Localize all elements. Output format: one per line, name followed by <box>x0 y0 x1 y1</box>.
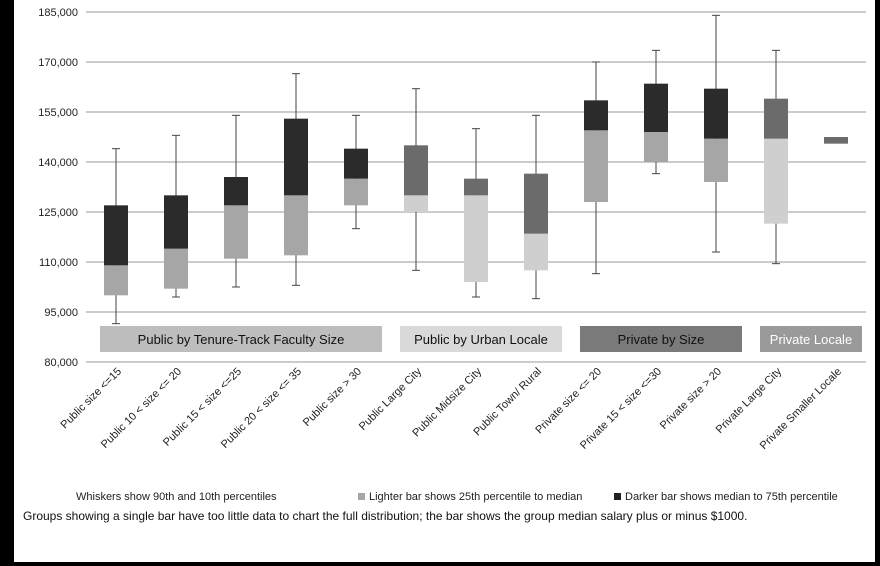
lower-box <box>404 195 428 212</box>
legend-item: Darker bar shows median to 75th percenti… <box>625 491 838 503</box>
x-category-label: Public size <=15 <box>59 366 125 432</box>
x-category-label: Public Large City <box>357 365 425 433</box>
y-tick-label: 170,000 <box>38 57 78 69</box>
y-tick-label: 110,000 <box>39 257 78 269</box>
y-tick-label: 140,000 <box>38 157 78 169</box>
x-category-label: Private size > 20 <box>658 366 724 432</box>
upper-box <box>584 100 608 131</box>
group-label: Public by Urban Locale <box>414 332 548 347</box>
legend-marker-dark <box>614 493 621 500</box>
box-0 <box>104 148 128 325</box>
box-plot-chart: 80,000 95,000 110,000 125,000 140,000 155,000… <box>23 7 866 523</box>
box-5 <box>404 88 428 271</box>
upper-box <box>524 173 548 234</box>
lower-box <box>344 178 368 206</box>
lower-box <box>104 265 128 296</box>
upper-box <box>704 88 728 139</box>
y-tick-label: 95,000 <box>44 307 78 319</box>
chart-panel: 80,000 95,000 110,000 125,000 140,000 155,000… <box>14 0 875 562</box>
lower-box <box>284 195 308 256</box>
box-12 <box>824 137 848 144</box>
box-3 <box>284 73 308 286</box>
legend-marker-light <box>358 493 365 500</box>
lower-box <box>764 138 788 224</box>
x-category-label: Public size > 30 <box>301 366 364 429</box>
y-axis-ticks: 80,000 95,000 110,000 125,000 140,000 155,000… <box>38 7 78 369</box>
box-4 <box>344 114 368 230</box>
box-series <box>104 14 848 325</box>
upper-box <box>404 145 428 196</box>
group-label-box <box>100 326 382 352</box>
upper-box <box>284 118 308 196</box>
box-7 <box>524 114 548 300</box>
y-tick-label: 185,000 <box>38 7 78 19</box>
box-10 <box>704 14 728 253</box>
lower-box <box>584 130 608 202</box>
footnote-text: Groups showing a single bar have too lit… <box>23 509 747 523</box>
lower-box <box>464 195 488 282</box>
legend: Whiskers show 90th and 10th percentiles L… <box>76 491 838 503</box>
upper-box <box>644 83 668 132</box>
lower-box <box>644 132 668 162</box>
lower-box <box>164 248 188 289</box>
box-11 <box>764 49 788 265</box>
x-category-label: Private size <= 20 <box>533 366 604 437</box>
x-category-label: Private Large City <box>714 365 785 436</box>
upper-box <box>164 195 188 249</box>
group-label: Private Locale <box>770 332 852 347</box>
y-tick-label: 125,000 <box>38 207 78 219</box>
lower-box <box>224 205 248 259</box>
upper-box <box>344 148 368 179</box>
legend-item: Whiskers show 90th and 10th percentiles <box>76 491 277 503</box>
box-8 <box>584 61 608 275</box>
box-1 <box>164 134 188 298</box>
box-9 <box>644 49 668 175</box>
y-tick-label: 80,000 <box>44 357 78 369</box>
group-label-box <box>580 326 742 352</box>
y-tick-label: 155,000 <box>38 107 78 119</box>
box-6 <box>464 128 488 298</box>
lower-box <box>524 233 548 271</box>
upper-box <box>464 178 488 196</box>
upper-box <box>224 177 248 206</box>
group-label-box <box>400 326 562 352</box>
lower-box <box>704 138 728 182</box>
upper-box <box>104 205 128 266</box>
group-label-box <box>760 326 862 352</box>
group-label: Private by Size <box>618 332 705 347</box>
box-2 <box>224 114 248 288</box>
legend-item: Lighter bar shows 25th percentile to med… <box>369 491 582 503</box>
group-label: Public by Tenure-Track Faculty Size <box>138 332 345 347</box>
upper-box <box>764 98 788 139</box>
group-label-boxes: Public by Tenure-Track Faculty Size Publi… <box>100 326 862 352</box>
median-bar <box>824 137 848 144</box>
